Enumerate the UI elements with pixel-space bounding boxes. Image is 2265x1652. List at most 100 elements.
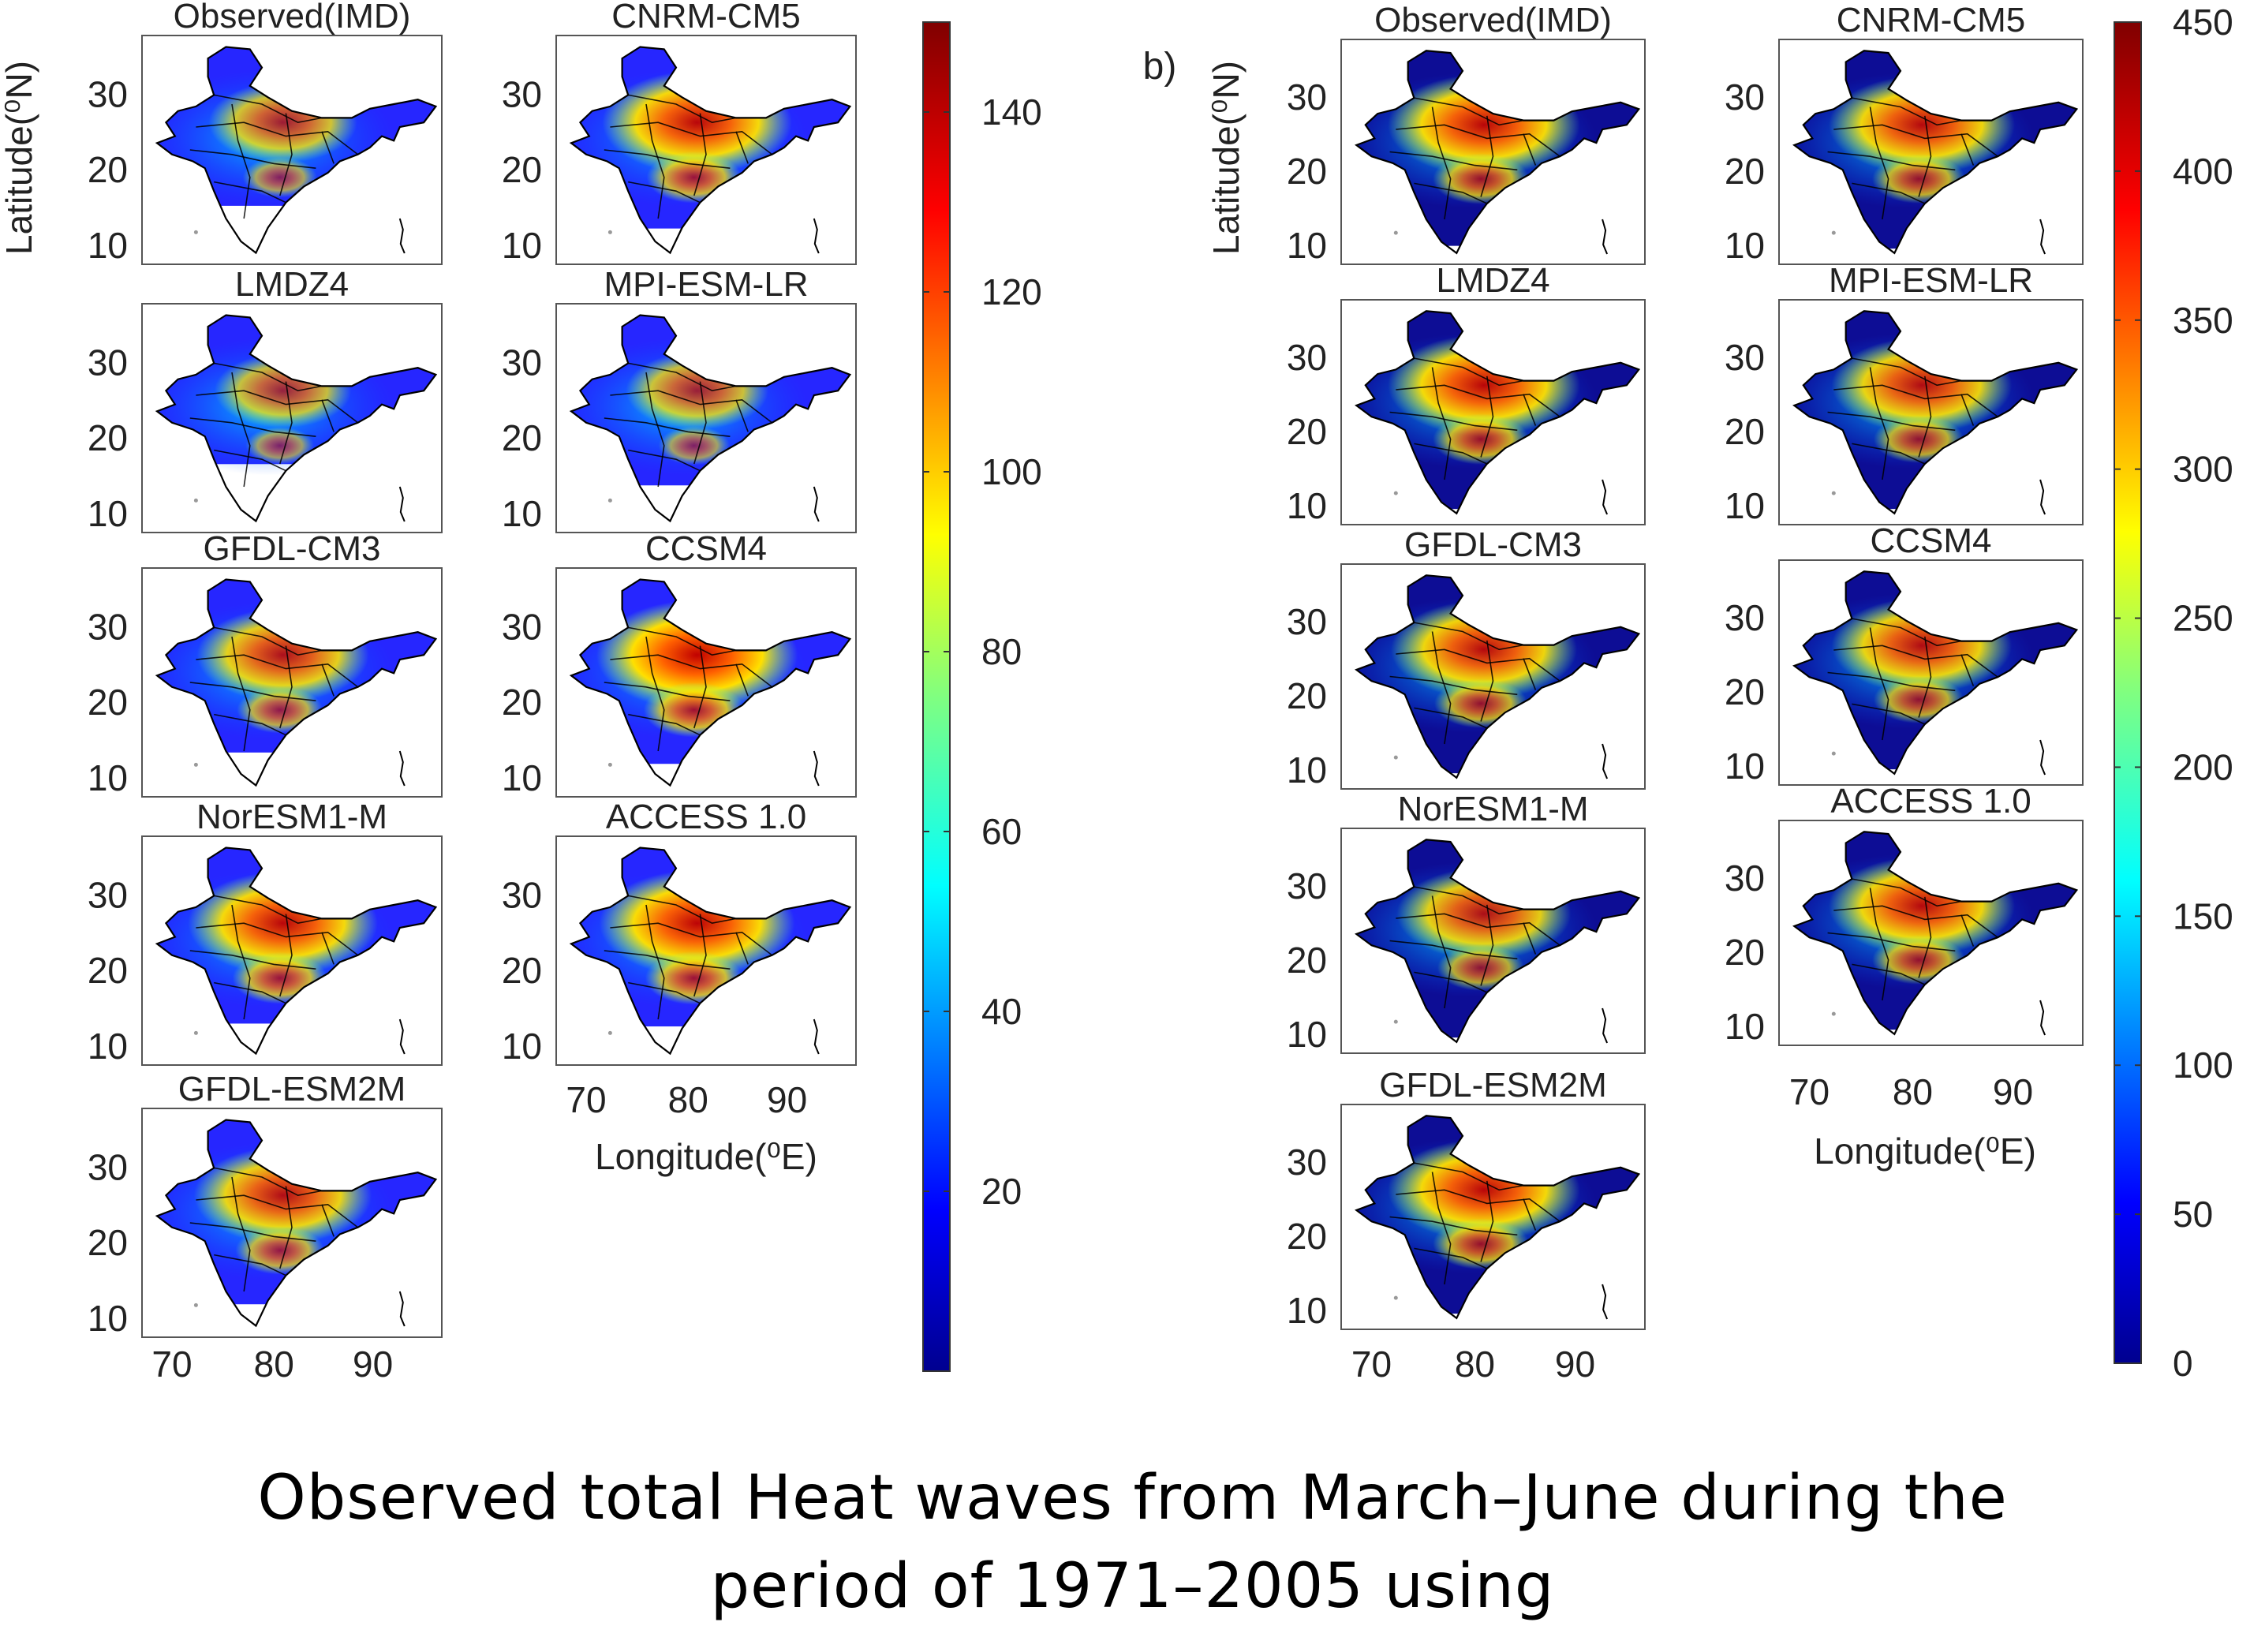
state-boundary bbox=[628, 895, 737, 925]
lon-tick-label: 80 bbox=[668, 1079, 708, 1120]
andaman-islands bbox=[813, 486, 820, 522]
map-panel-a-3: LMDZ4 30 20 10 bbox=[88, 265, 443, 534]
map-title: Observed(IMD) bbox=[174, 0, 411, 36]
state-boundary bbox=[1827, 411, 1956, 432]
lat-tick-label: 30 bbox=[1725, 597, 1765, 638]
lat-tick-label: 10 bbox=[88, 1026, 128, 1067]
state-boundary bbox=[1414, 357, 1524, 387]
state-boundary bbox=[1389, 675, 1518, 696]
country-boundary bbox=[1792, 310, 2079, 515]
map-panel-a-5: GFDL-CM3 30 20 10 bbox=[88, 529, 443, 798]
state-boundary bbox=[1431, 895, 1452, 1009]
map-panel-b-2: CNRM-CM5 30 20 10 bbox=[1725, 1, 2084, 266]
figure-caption-line-2: period of 1971–2005 using bbox=[710, 1551, 1555, 1622]
state-boundary bbox=[645, 372, 665, 488]
country-boundary bbox=[1355, 310, 1641, 515]
state-boundary bbox=[214, 626, 323, 656]
map-panel-a-7: NorESM1-M 30 20 10 bbox=[88, 798, 443, 1067]
state-boundary bbox=[231, 103, 251, 219]
state-boundary bbox=[1852, 703, 1926, 725]
state-boundary bbox=[214, 449, 286, 472]
state-boundary bbox=[1869, 627, 1889, 741]
lat-tick-label: 30 bbox=[1725, 337, 1765, 378]
lon-tick-label: 70 bbox=[1789, 1071, 1830, 1112]
field-hotspot-south bbox=[242, 157, 317, 198]
state-boundary bbox=[610, 390, 773, 424]
map-panel-b-7: NorESM1-M 30 20 10 bbox=[1287, 790, 1646, 1055]
lon-tick-label: 70 bbox=[1351, 1344, 1392, 1385]
state-boundary bbox=[693, 645, 707, 729]
state-boundary bbox=[628, 713, 701, 736]
map-title: CCSM4 bbox=[1870, 521, 1991, 560]
state-boundary bbox=[610, 121, 773, 155]
map-title: GFDL-ESM2M bbox=[1379, 1066, 1606, 1104]
lakshadweep-islands bbox=[1393, 1019, 1398, 1024]
lat-tick-label: 10 bbox=[1725, 746, 1765, 787]
colorbar-tick-label: 120 bbox=[981, 271, 1042, 312]
map-panel-a-1: Observed(IMD) 30 20 10 bbox=[88, 0, 443, 266]
lakshadweep-islands bbox=[193, 762, 198, 767]
field-hotspot-south bbox=[245, 427, 315, 465]
state-boundary bbox=[604, 149, 731, 169]
map-title: CNRM-CM5 bbox=[611, 0, 801, 36]
lat-tick-label: 30 bbox=[88, 342, 128, 383]
colorbar-panel-a: 20 40 60 80 100 120 140 bbox=[922, 21, 1042, 1372]
figure-caption-line-1: Observed total Heat waves from March–Jun… bbox=[257, 1463, 2008, 1534]
andaman-islands bbox=[813, 750, 820, 787]
lat-tick-label: 30 bbox=[88, 606, 128, 647]
state-boundary bbox=[1918, 636, 1932, 718]
lakshadweep-islands bbox=[1831, 230, 1836, 235]
state-boundary bbox=[1827, 671, 1956, 692]
lat-tick-label: 10 bbox=[88, 757, 128, 798]
andaman-islands bbox=[398, 486, 406, 522]
lat-tick-label: 10 bbox=[88, 225, 128, 266]
state-boundary bbox=[645, 103, 665, 219]
country-boundary bbox=[569, 847, 852, 1056]
state-boundary bbox=[628, 181, 701, 204]
state-boundary bbox=[1389, 411, 1518, 432]
state-boundary bbox=[628, 981, 701, 1004]
lat-tick-label: 20 bbox=[502, 950, 542, 991]
map-title: LMDZ4 bbox=[235, 265, 349, 304]
state-boundary bbox=[1389, 151, 1518, 171]
map-panel-a-8: ACCESS 1.0 30 20 10 bbox=[502, 798, 857, 1067]
state-boundary bbox=[214, 1254, 286, 1276]
state-boundary bbox=[604, 417, 731, 437]
lakshadweep-islands bbox=[1831, 491, 1836, 495]
colorbar-tick-label: 150 bbox=[2173, 895, 2233, 936]
lat-tick-label: 20 bbox=[88, 682, 128, 723]
lakshadweep-islands bbox=[193, 230, 198, 234]
map-panel-a-4: MPI-ESM-LR 30 20 10 bbox=[502, 265, 857, 534]
lat-tick-label: 20 bbox=[502, 417, 542, 458]
map-title: ACCESS 1.0 bbox=[1830, 782, 2031, 820]
state-boundary bbox=[279, 381, 293, 465]
map-title: GFDL-CM3 bbox=[1404, 525, 1582, 564]
lat-tick-label: 30 bbox=[1287, 77, 1327, 118]
state-boundary bbox=[610, 922, 773, 956]
country-boundary bbox=[1355, 839, 1641, 1044]
lon-tick-label: 90 bbox=[1993, 1071, 2033, 1112]
state-boundary bbox=[1833, 124, 1998, 157]
lat-tick-label: 10 bbox=[1287, 485, 1327, 526]
country-boundary bbox=[155, 578, 438, 787]
state-boundary bbox=[1414, 182, 1488, 204]
andaman-islands bbox=[398, 1018, 406, 1055]
lakshadweep-islands bbox=[1393, 755, 1398, 760]
country-boundary bbox=[155, 1119, 438, 1328]
lat-tick-label: 20 bbox=[1287, 411, 1327, 452]
andaman-islands bbox=[2039, 739, 2046, 776]
colorbar-gradient bbox=[2114, 21, 2142, 1364]
map-title: MPI-ESM-LR bbox=[1829, 261, 2033, 300]
lakshadweep-islands bbox=[1393, 491, 1398, 495]
lat-tick-label: 10 bbox=[1725, 485, 1765, 526]
colorbar-panel-b: 0 50 100 150 200 250 300 350 400 450 bbox=[2114, 2, 2233, 1384]
state-boundary bbox=[1827, 151, 1956, 171]
lat-tick-label: 30 bbox=[502, 874, 542, 915]
colorbar-tick-label: 250 bbox=[2173, 598, 2233, 639]
lat-tick-label: 10 bbox=[502, 757, 542, 798]
state-boundary bbox=[1396, 384, 1560, 417]
state-boundary bbox=[1523, 133, 1537, 166]
state-boundary bbox=[1414, 443, 1488, 465]
country-boundary bbox=[155, 46, 438, 255]
lat-tick-label: 30 bbox=[1287, 865, 1327, 906]
